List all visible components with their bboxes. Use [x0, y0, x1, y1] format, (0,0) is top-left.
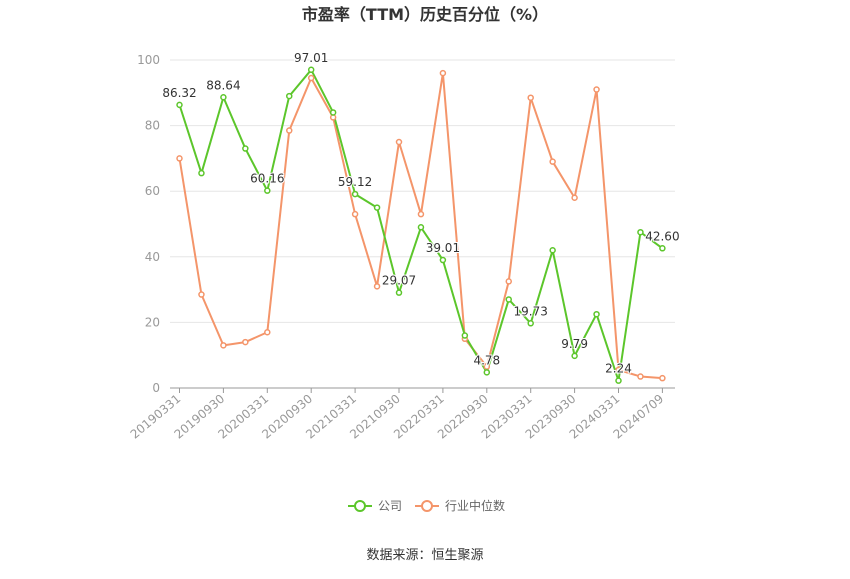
data-point [286, 92, 293, 100]
data-point [307, 74, 315, 82]
y-tick-label: 100 [137, 53, 160, 67]
data-point [439, 69, 447, 77]
data-label: 4.78 [473, 353, 500, 367]
legend-label: 公司 [378, 499, 402, 513]
data-point [373, 283, 381, 290]
data-point [329, 109, 337, 116]
data-point [637, 373, 644, 380]
data-label: 86.32 [162, 86, 196, 100]
data-point [527, 94, 534, 101]
grid-lines [170, 59, 675, 323]
data-label: 97.01 [294, 51, 328, 65]
data-point [417, 224, 425, 231]
data-point [351, 190, 359, 198]
data-point [220, 94, 227, 101]
data-label: 19.73 [514, 304, 548, 318]
y-tick-label: 60 [145, 184, 160, 198]
y-tick-label: 40 [145, 250, 160, 264]
legend[interactable]: 公司 行业中位数 [348, 498, 505, 513]
data-label: 39.01 [426, 241, 460, 255]
data-point [615, 377, 622, 384]
data-point [395, 138, 403, 146]
data-point [220, 342, 227, 349]
y-tick-label: 0 [152, 381, 160, 395]
data-point [571, 352, 578, 360]
data-point [242, 145, 249, 152]
data-label: 42.60 [645, 229, 679, 243]
data-point [198, 169, 205, 177]
y-tick-label: 80 [145, 119, 160, 133]
legend-marker [421, 500, 433, 512]
data-point [483, 369, 491, 376]
data-point [505, 296, 512, 303]
data-point [198, 291, 205, 298]
data-point [176, 155, 183, 162]
data-point [527, 320, 534, 327]
data-point [637, 228, 644, 236]
data-points [176, 66, 666, 384]
data-point [264, 187, 271, 194]
data-point [395, 289, 403, 296]
legend-label: 行业中位数 [445, 498, 505, 513]
data-point [593, 86, 600, 93]
data-point [307, 66, 315, 74]
data-point [549, 246, 556, 254]
data-point [615, 366, 622, 374]
data-point [373, 204, 381, 211]
legend-marker [354, 500, 366, 512]
data-point [659, 245, 666, 252]
data-point [505, 278, 512, 285]
data-label: 2.24 [605, 362, 632, 376]
data-point [549, 158, 556, 165]
data-point [351, 210, 359, 218]
data-point [439, 256, 447, 264]
data-point [176, 101, 183, 109]
chart-title: 市盈率（TTM）历史百分位（%） [302, 5, 548, 24]
data-label: 60.16 [250, 172, 284, 186]
data-label: 9.79 [561, 337, 588, 351]
data-point [264, 328, 271, 336]
data-point [461, 332, 469, 339]
data-point [417, 210, 425, 218]
data-label: 29.07 [382, 274, 416, 288]
data-point [286, 127, 293, 134]
data-label: 59.12 [338, 175, 372, 189]
y-tick-label: 20 [145, 315, 160, 329]
data-labels: 86.32 88.64 60.16 97.01 59.12 29.07 39.01 4.78 1… [161, 50, 680, 377]
data-point [571, 194, 578, 202]
data-label: 88.64 [206, 78, 240, 92]
data-point [659, 374, 666, 382]
data-point [242, 338, 249, 346]
data-point [593, 310, 600, 318]
source-note: 数据来源：恒生聚源 [366, 548, 483, 563]
